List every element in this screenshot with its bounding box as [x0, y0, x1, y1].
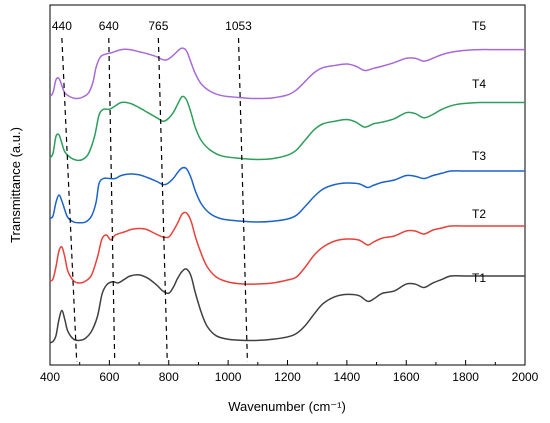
series-label-t1: T1 [472, 271, 486, 285]
x-tick-label-1600: 1600 [393, 370, 420, 384]
annotation-line-1053 [237, 37, 249, 363]
annotation-line-440 [61, 37, 78, 363]
series-label-t5: T5 [472, 19, 486, 33]
annotation-line-765 [157, 37, 168, 363]
annotation-label-765: 765 [148, 19, 168, 33]
series-line-t3 [49, 166, 525, 224]
x-tick-label-1000: 1000 [215, 370, 242, 384]
x-tick-label-1400: 1400 [334, 370, 361, 384]
series-label-t2: T2 [472, 207, 486, 221]
series-group: T1 T2 T3 T4 T5 [49, 19, 525, 344]
series-line-t4 [49, 95, 525, 162]
series-line-t5 [49, 47, 525, 100]
x-tick-label-1200: 1200 [274, 370, 301, 384]
x-axis: 400 600 800 1000 1200 1400 1600 1800 2000 [40, 360, 539, 384]
annotation-line-640 [108, 37, 116, 363]
plot-frame [49, 4, 526, 366]
x-tick-label-800: 800 [159, 370, 179, 384]
series-label-t3: T3 [472, 149, 486, 163]
series-label-t4: T4 [472, 77, 486, 91]
annotation-label-1053: 1053 [225, 19, 252, 33]
x-axis-title: Wavenumber (cm⁻¹) [228, 399, 346, 414]
x-tick-label-1800: 1800 [452, 370, 479, 384]
y-axis-title: Transmittance (a.u.) [8, 127, 23, 243]
annotation-label-640: 640 [99, 19, 119, 33]
annotation-label-440: 440 [52, 19, 72, 33]
x-tick-label-2000: 2000 [512, 370, 539, 384]
series-line-t2 [49, 211, 525, 285]
x-tick-label-600: 600 [99, 370, 119, 384]
annotation-group: 440 640 765 1053 [52, 19, 252, 363]
x-tick-label-400: 400 [40, 370, 60, 384]
series-line-t1 [49, 268, 525, 344]
